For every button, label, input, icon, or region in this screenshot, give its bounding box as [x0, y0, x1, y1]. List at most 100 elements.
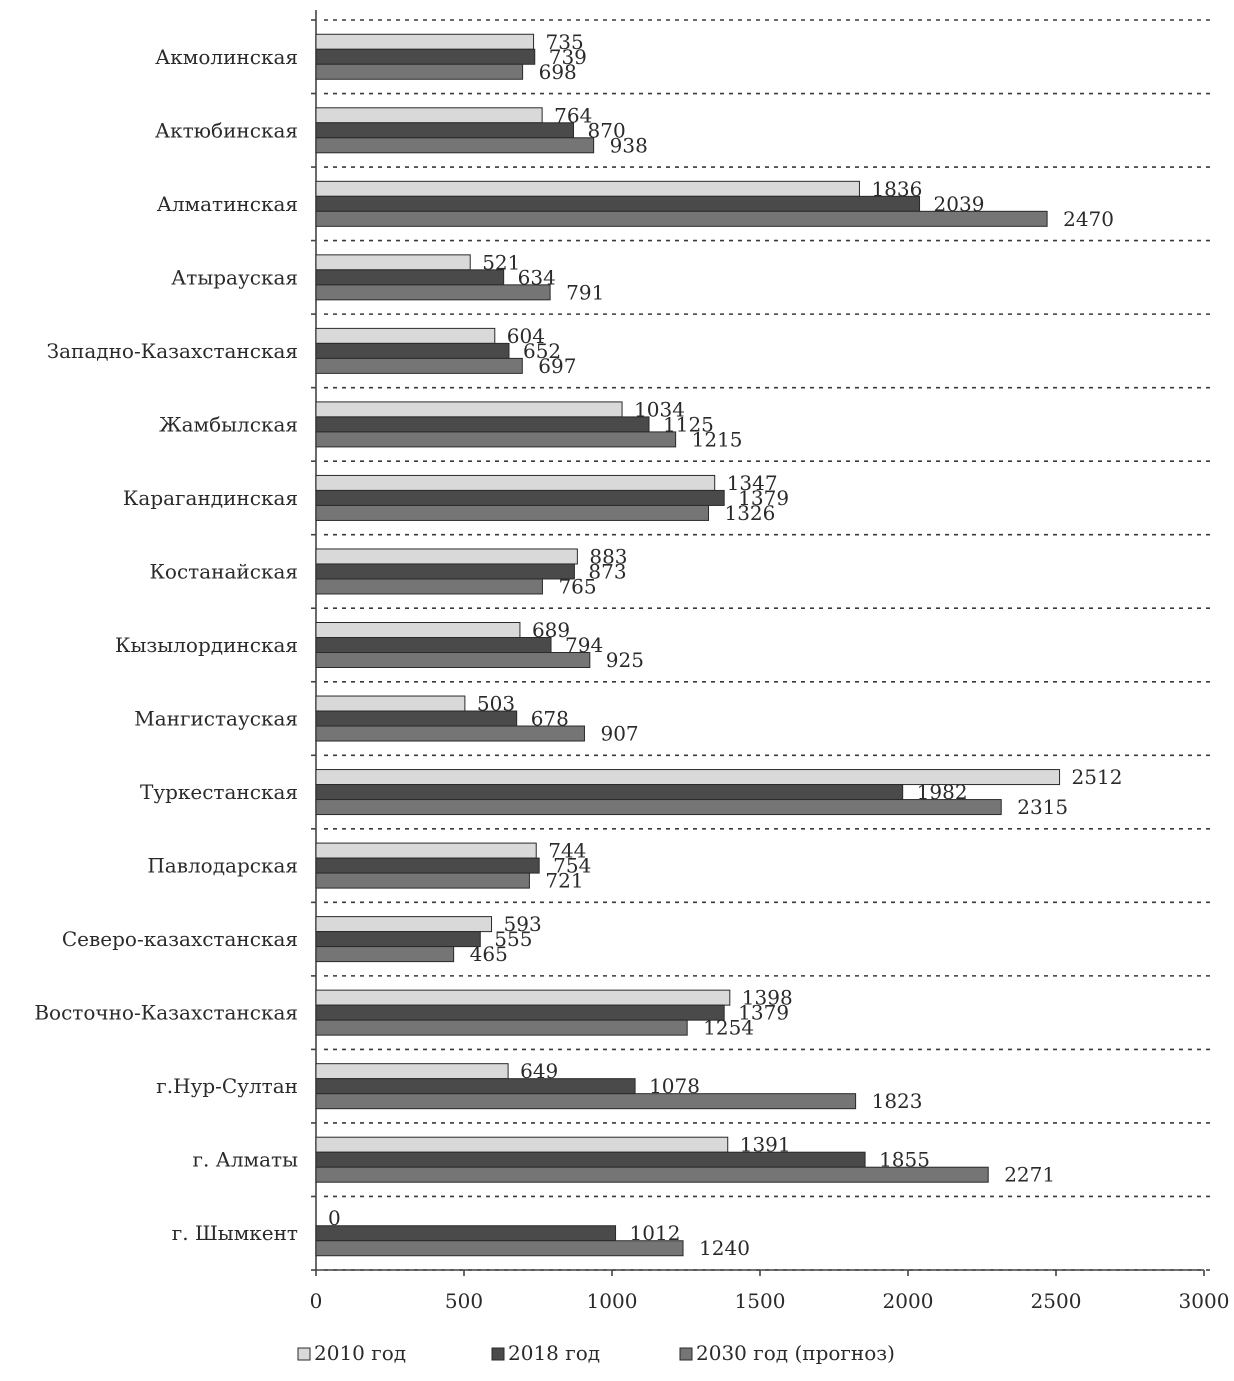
data-label-2030: 925 [606, 648, 644, 672]
bar-2010 [315, 695, 466, 712]
bar-2030 [315, 63, 524, 80]
x-tick-label: 500 [445, 1289, 483, 1313]
data-label-2030: 1326 [724, 501, 775, 525]
data-label-2018: 1855 [879, 1148, 930, 1172]
x-tick-label: 0 [310, 1289, 323, 1313]
bar-2018 [315, 342, 510, 359]
bar-2010 [315, 622, 521, 638]
data-label-2030: 2315 [1017, 795, 1068, 819]
data-label-2030: 465 [470, 942, 508, 966]
bar-2030 [315, 504, 709, 521]
bar-2010 [315, 842, 537, 859]
data-label-2030: 765 [558, 574, 596, 598]
data-label-2010: 1347 [727, 471, 778, 495]
category-label: г. Алматы [192, 1148, 298, 1172]
legend-swatch-2030 [679, 1347, 693, 1361]
data-label-2010: 1034 [634, 397, 685, 421]
category-label: Жамбылская [159, 412, 298, 436]
data-label-2030: 697 [538, 354, 576, 378]
x-tick-label: 3000 [1179, 1289, 1230, 1313]
bar-2030 [315, 210, 1048, 227]
data-label-2010: 503 [477, 692, 515, 716]
data-label-2018: 754 [553, 854, 591, 878]
data-label-2030: 1823 [872, 1089, 923, 1113]
bar-2030 [315, 652, 591, 668]
data-label-2030: 1254 [703, 1016, 754, 1040]
bar-2030 [315, 578, 543, 595]
data-label-2018: 555 [494, 927, 532, 951]
legend-label-2030: 2030 год (прогноз) [696, 1341, 895, 1365]
data-label-2030: 938 [610, 133, 648, 157]
category-label: г.Нур-Султан [156, 1074, 298, 1098]
bar-2010 [315, 401, 623, 418]
bar-2030 [315, 799, 1002, 816]
data-label-2030: 2470 [1063, 207, 1114, 231]
category-label: Кызылординская [115, 633, 298, 657]
category-label: Костанайская [149, 559, 298, 583]
bar-2018 [315, 269, 505, 286]
bar-2030 [315, 1166, 989, 1183]
category-label: Северо-казахстанская [62, 927, 298, 951]
bar-2018 [315, 784, 904, 801]
bar-2018 [315, 563, 575, 580]
data-label-2018: 1012 [630, 1221, 681, 1245]
bars-group [315, 33, 1061, 1257]
data-label-2010: 689 [532, 618, 570, 642]
data-label-2018: 1078 [649, 1074, 700, 1098]
x-tick-label: 2500 [1031, 1289, 1082, 1313]
data-label-2010: 764 [554, 103, 592, 127]
bar-2018 [315, 489, 725, 506]
data-label-2018: 870 [588, 118, 626, 142]
category-label: Туркестанская [140, 780, 298, 804]
category-label: Мангистауская [134, 707, 298, 731]
category-label: Западно-Казахстанская [47, 339, 298, 363]
category-label: Алматинская [157, 192, 298, 216]
data-label-2030: 2271 [1004, 1163, 1055, 1187]
bar-2030 [315, 946, 455, 963]
data-label-2018: 794 [565, 633, 603, 657]
data-label-2030: 1240 [699, 1236, 750, 1260]
x-tick-label: 1500 [735, 1289, 786, 1313]
bar-2030 [315, 284, 551, 301]
legend-swatch-2018 [491, 1347, 505, 1361]
data-label-2030: 907 [600, 722, 638, 746]
data-label-2018: 2039 [934, 192, 985, 216]
category-label: Акмолинская [155, 45, 298, 69]
data-label-2010: 593 [504, 912, 542, 936]
data-label-2018: 873 [588, 559, 626, 583]
data-label-2018: 1982 [917, 780, 968, 804]
data-label-2018: 678 [531, 707, 569, 731]
bar-2018 [315, 1004, 725, 1021]
bar-2010 [315, 180, 860, 197]
bar-2010 [315, 989, 731, 1006]
data-label-2010: 735 [546, 30, 584, 54]
category-label: г. Шымкент [172, 1221, 298, 1245]
category-label: Актюбинская [155, 118, 298, 142]
bar-2030 [315, 1240, 684, 1257]
x-tick-label: 2000 [883, 1289, 934, 1313]
bar-2018 [315, 931, 481, 948]
data-label-2030: 791 [566, 280, 604, 304]
data-label-2010: 1398 [742, 986, 793, 1010]
bar-2010 [315, 1063, 509, 1080]
data-label-2018: 634 [518, 265, 556, 289]
category-label: Карагандинская [123, 486, 298, 510]
bar-2010 [315, 33, 535, 50]
bar-2030 [315, 1093, 857, 1110]
bar-2030 [315, 872, 530, 889]
data-label-2010: 521 [482, 250, 520, 274]
category-label: Восточно-Казахстанская [34, 1001, 298, 1025]
data-label-2010: 744 [548, 839, 586, 863]
bar-2018 [315, 195, 921, 212]
legend-label-2018: 2018 год [508, 1341, 600, 1365]
data-label-2010: 2512 [1072, 765, 1123, 789]
category-separators [324, 19, 1214, 1271]
data-label-2010: 883 [589, 544, 627, 568]
bar-2010 [315, 1136, 729, 1153]
bar-2030 [315, 137, 595, 154]
bar-2018 [315, 857, 540, 874]
legend: 2010 год 2018 год 2030 год (прогноз) [297, 1341, 895, 1365]
bar-2030 [315, 725, 585, 742]
data-label-2010: 649 [520, 1059, 558, 1083]
